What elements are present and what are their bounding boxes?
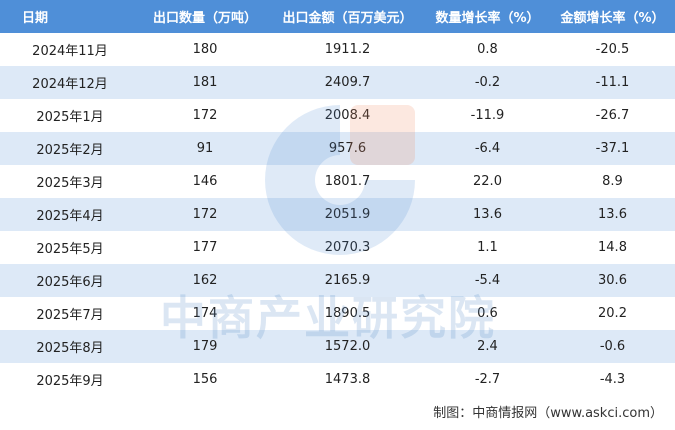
header-cell: 数量增长率（%） (425, 0, 550, 33)
table-cell: 2025年5月 (36, 242, 104, 257)
table-cell: 1473.8 (324, 372, 371, 387)
table-cell: 1572.0 (270, 330, 425, 363)
table-cell: 146 (192, 174, 218, 189)
table-cell: 2409.7 (270, 66, 425, 99)
table-body: 2024年11月 180 1911.2 0.8 -20.5 2024年12月 181 2409… (0, 33, 675, 396)
table-cell: 2.4 (425, 330, 550, 363)
table-cell: 1.1 (477, 240, 498, 255)
table-row: 2024年11月 180 1911.2 0.8 -20.5 (0, 33, 675, 66)
table-cell: -5.4 (425, 264, 550, 297)
table-cell: -6.4 (425, 132, 550, 165)
table-row: 2025年4月 172 2051.9 13.6 13.6 (0, 198, 675, 231)
table-cell: -26.7 (595, 108, 630, 123)
table-cell: -20.5 (595, 42, 630, 57)
table-cell: 0.6 (477, 306, 498, 321)
data-table: 日期 出口数量（万吨） 出口金额（百万美元） 数量增长率（%） 金额增长率（%） 202… (0, 0, 675, 396)
table-cell: 2025年7月 (36, 308, 104, 323)
table-cell: 2025年4月 (0, 198, 140, 231)
header-row: 日期 出口数量（万吨） 出口金额（百万美元） 数量增长率（%） 金额增长率（%） (0, 0, 675, 33)
table-cell: 957.6 (270, 132, 425, 165)
table-row: 2025年2月 91 957.6 -6.4 -37.1 (0, 132, 675, 165)
table-row: 2025年6月 162 2165.9 -5.4 30.6 (0, 264, 675, 297)
footer: 制图：中商情报网（www.askci.com） (433, 406, 663, 421)
table-cell: -0.2 (425, 66, 550, 99)
table-cell: 2024年12月 (0, 66, 140, 99)
table-cell: -37.1 (550, 132, 675, 165)
table-row: 2025年8月 179 1572.0 2.4 -0.6 (0, 330, 675, 363)
table-cell: 172 (192, 108, 218, 123)
header-cell: 出口金额（百万美元） (270, 0, 425, 33)
table-cell: 174 (192, 306, 218, 321)
table-cell: 180 (192, 42, 218, 57)
table-cell: 2024年11月 (32, 44, 108, 59)
table-cell: 20.2 (598, 306, 627, 321)
table-cell: 162 (140, 264, 270, 297)
table-cell: 2025年6月 (0, 264, 140, 297)
table-cell: 2070.3 (324, 240, 371, 255)
table-cell: 179 (140, 330, 270, 363)
table-cell: 181 (140, 66, 270, 99)
table-cell: 177 (192, 240, 218, 255)
table-cell: 2025年8月 (0, 330, 140, 363)
table-cell: -11.9 (470, 108, 505, 123)
table-cell: 2025年3月 (36, 176, 104, 191)
table-cell: 22.0 (473, 174, 502, 189)
table-row: 2024年12月 181 2409.7 -0.2 -11.1 (0, 66, 675, 99)
table-cell: 2025年1月 (36, 110, 104, 125)
table-cell: 13.6 (550, 198, 675, 231)
table-cell: -4.3 (599, 372, 626, 387)
header-cell: 金额增长率（%） (550, 0, 675, 33)
table-row: 2025年5月 177 2070.3 1.1 14.8 (0, 231, 675, 264)
table-cell: 2025年2月 (0, 132, 140, 165)
table-cell: 1801.7 (324, 174, 371, 189)
table-cell: 2025年9月 (36, 374, 104, 389)
table-cell: 30.6 (550, 264, 675, 297)
table-row: 2025年1月 172 2008.4 -11.9 -26.7 (0, 99, 675, 132)
table-cell: 91 (140, 132, 270, 165)
table-cell: 1911.2 (324, 42, 371, 57)
table-cell: -11.1 (550, 66, 675, 99)
table-cell: 13.6 (425, 198, 550, 231)
table-row: 2025年3月 146 1801.7 22.0 8.9 (0, 165, 675, 198)
table-cell: 2051.9 (270, 198, 425, 231)
header-cell: 日期 (0, 0, 140, 33)
header-cell: 出口数量（万吨） (140, 0, 270, 33)
table-cell: 1890.5 (324, 306, 371, 321)
table-cell: 156 (192, 372, 218, 387)
table-row: 2025年7月 174 1890.5 0.6 20.2 (0, 297, 675, 330)
table-cell: -2.7 (474, 372, 501, 387)
table-cell: 8.9 (602, 174, 623, 189)
table-cell: 2008.4 (324, 108, 371, 123)
table-row: 2025年9月 156 1473.8 -2.7 -4.3 (0, 363, 675, 396)
table-cell: 0.8 (477, 42, 498, 57)
table-cell: 172 (140, 198, 270, 231)
table-cell: 2165.9 (270, 264, 425, 297)
table-cell: 14.8 (598, 240, 627, 255)
table-cell: -0.6 (550, 330, 675, 363)
